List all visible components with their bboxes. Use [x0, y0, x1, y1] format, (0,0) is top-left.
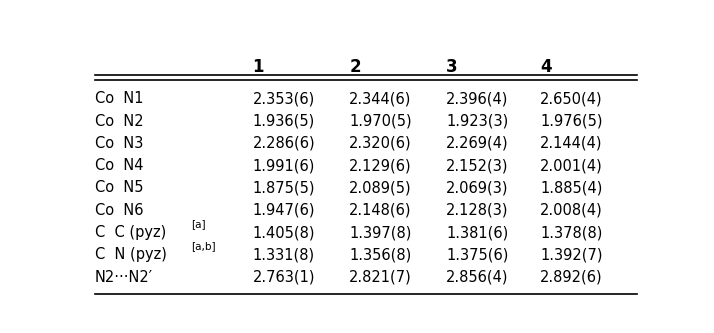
Text: 1.947(6): 1.947(6)	[253, 203, 315, 218]
Text: 2.821(7): 2.821(7)	[349, 270, 412, 285]
Text: 1.356(8): 1.356(8)	[349, 247, 411, 262]
Text: 2.320(6): 2.320(6)	[349, 136, 412, 151]
Text: N2···N2′: N2···N2′	[95, 270, 153, 285]
Text: 1.381(6): 1.381(6)	[446, 225, 508, 240]
Text: [a,b]: [a,b]	[191, 241, 216, 251]
Text: 1.936(5): 1.936(5)	[253, 114, 315, 129]
Text: 1.885(4): 1.885(4)	[540, 180, 603, 195]
Text: Co  N5: Co N5	[95, 180, 144, 195]
Text: Co  N4: Co N4	[95, 158, 144, 173]
Text: 4: 4	[540, 58, 552, 76]
Text: 2: 2	[349, 58, 361, 76]
Text: 1.405(8): 1.405(8)	[253, 225, 315, 240]
Text: Co  N3: Co N3	[95, 136, 144, 151]
Text: 2.089(5): 2.089(5)	[349, 180, 412, 195]
Text: 2.763(1): 2.763(1)	[253, 270, 315, 285]
Text: 2.001(4): 2.001(4)	[540, 158, 603, 173]
Text: 2.892(6): 2.892(6)	[540, 270, 603, 285]
Text: 2.069(3): 2.069(3)	[446, 180, 508, 195]
Text: 1.375(6): 1.375(6)	[446, 247, 508, 262]
Text: 1.378(8): 1.378(8)	[540, 225, 603, 240]
Text: 1.976(5): 1.976(5)	[540, 114, 603, 129]
Text: 1.970(5): 1.970(5)	[349, 114, 412, 129]
Text: 2.396(4): 2.396(4)	[446, 91, 508, 106]
Text: 2.129(6): 2.129(6)	[349, 158, 412, 173]
Text: C  C (pyz): C C (pyz)	[95, 225, 166, 240]
Text: 2.128(3): 2.128(3)	[446, 203, 508, 218]
Text: 2.008(4): 2.008(4)	[540, 203, 603, 218]
Text: Co  N6: Co N6	[95, 203, 144, 218]
Text: 1.923(3): 1.923(3)	[446, 114, 508, 129]
Text: 2.269(4): 2.269(4)	[446, 136, 509, 151]
Text: Co  N2: Co N2	[95, 114, 144, 129]
Text: 2.344(6): 2.344(6)	[349, 91, 412, 106]
Text: [a]: [a]	[191, 219, 206, 229]
Text: 2.148(6): 2.148(6)	[349, 203, 412, 218]
Text: 1.331(8): 1.331(8)	[253, 247, 315, 262]
Text: 1: 1	[253, 58, 264, 76]
Text: 1.991(6): 1.991(6)	[253, 158, 315, 173]
Text: 1.397(8): 1.397(8)	[349, 225, 412, 240]
Text: Co  N1: Co N1	[95, 91, 144, 106]
Text: 2.152(3): 2.152(3)	[446, 158, 508, 173]
Text: 1.875(5): 1.875(5)	[253, 180, 315, 195]
Text: C  N (pyz): C N (pyz)	[95, 247, 166, 262]
Text: 1.392(7): 1.392(7)	[540, 247, 603, 262]
Text: 2.856(4): 2.856(4)	[446, 270, 508, 285]
Text: 2.650(4): 2.650(4)	[540, 91, 603, 106]
Text: 3: 3	[446, 58, 458, 76]
Text: 2.286(6): 2.286(6)	[253, 136, 315, 151]
Text: 2.144(4): 2.144(4)	[540, 136, 603, 151]
Text: 2.353(6): 2.353(6)	[253, 91, 315, 106]
